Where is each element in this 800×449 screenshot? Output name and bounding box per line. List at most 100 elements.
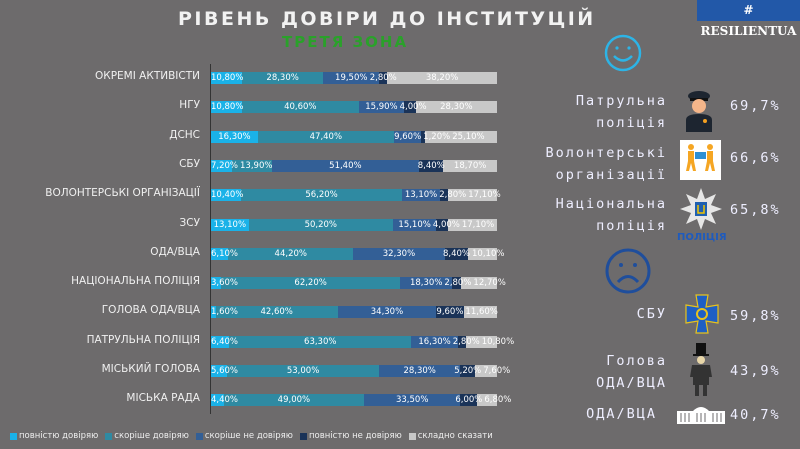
resilientua-badge: # RESILIENTUA — [697, 0, 800, 38]
data-label: 7,60% — [483, 366, 511, 376]
category-label: НГУ — [179, 99, 200, 112]
data-label: 1,20% — [423, 131, 451, 142]
trusted-value: 66,6% — [730, 150, 781, 166]
data-label: 4,40% — [211, 395, 239, 406]
stacked-bar: 10,80% 40,60% 15,90% 4,00% 28,30% — [211, 101, 497, 114]
chart-row: ЗСУ 13,10% 50,20% 15,10% 4,00% 17,10% — [0, 216, 540, 232]
government-building-icon — [677, 407, 725, 424]
bar-segment — [227, 365, 380, 377]
item-label: поліція — [596, 218, 667, 234]
bar-segment — [392, 218, 437, 231]
bar-segment — [211, 277, 222, 290]
item-label: ОДА/ВЦА — [586, 406, 657, 422]
bar-segment — [211, 365, 228, 377]
sbu-emblem-icon — [685, 294, 719, 334]
bar-segment — [323, 72, 380, 84]
category-label: ЗСУ — [179, 216, 200, 229]
bar-segment — [248, 218, 393, 231]
bar-segment — [337, 306, 437, 319]
data-label: 1,60% — [211, 307, 239, 318]
data-label: 51,40% — [329, 160, 362, 171]
distrusted-item-oda: ОДА/ВЦА — [537, 403, 657, 425]
data-label: 49,00% — [277, 395, 311, 406]
bar-segment — [364, 394, 461, 407]
data-label: 19,50% — [335, 73, 368, 83]
bar-segment — [465, 335, 497, 348]
official-man-icon — [690, 343, 712, 396]
trusted-item-volunteers: Волонтерські організації — [537, 142, 667, 186]
data-label: 53,00% — [286, 366, 320, 376]
data-label: 38,20% — [425, 73, 459, 83]
stacked-bar: 1,60% 42,60% 34,30% 9,60% 11,60% — [211, 306, 498, 319]
legend-label: скоріше не довіряю — [204, 431, 293, 441]
bar-segment — [257, 130, 394, 143]
bar-segment — [444, 247, 469, 260]
data-label: 62,20% — [294, 278, 327, 289]
chart-legend: повністю довіряю скоріше довіряю скоріше н… — [10, 431, 493, 441]
legend-label: складно сказати — [417, 431, 493, 441]
data-label: 4,00% — [399, 102, 427, 113]
bar-segment — [211, 306, 216, 319]
item-label: ОДА/ВЦА — [596, 375, 667, 391]
bar-segment — [421, 130, 425, 143]
page-title: РІВЕНЬ ДОВІРИ ДО ІНСТИТУЦІЙ — [178, 8, 596, 30]
bar-segment — [477, 394, 497, 407]
bar-segment — [436, 306, 464, 319]
category-label: ПАТРУЛЬНА ПОЛІЦІЯ — [86, 333, 200, 346]
data-label: 28,30% — [266, 73, 299, 83]
bar-segment — [240, 189, 403, 202]
data-label: 40,60% — [284, 102, 317, 113]
data-label: 56,20% — [305, 190, 338, 201]
bar-segment — [460, 365, 476, 377]
data-label: 13,10% — [213, 219, 247, 230]
trusted-value: 65,8% — [730, 202, 781, 218]
bar-segment — [211, 335, 230, 348]
bar-segment — [221, 277, 400, 290]
data-label: 7,20% — [211, 160, 239, 171]
bar-segment — [215, 306, 338, 319]
bar-segment — [393, 130, 422, 143]
bar-segment — [358, 101, 405, 114]
item-label: СБУ — [636, 306, 667, 322]
item-label: поліція — [596, 115, 667, 131]
bar-segment — [411, 335, 458, 348]
data-label: 44,20% — [274, 248, 307, 259]
bar-segment — [443, 159, 497, 172]
data-label: 12,70% — [473, 278, 506, 289]
bar-segment — [211, 394, 224, 407]
category-label: ГОЛОВА ОДА/ВЦА — [101, 304, 200, 317]
bar-segment — [457, 335, 466, 348]
category-label: НАЦІОНАЛЬНА ПОЛІЦІЯ — [71, 275, 200, 288]
bar-segment — [404, 101, 416, 114]
legend-swatch — [195, 432, 203, 440]
bar-segment — [228, 247, 354, 260]
bar-segment — [452, 277, 461, 290]
legend-label: повністю довіряю — [19, 431, 99, 441]
bar-segment — [242, 101, 359, 114]
bar-segment — [460, 277, 497, 290]
bar-segment — [211, 130, 258, 143]
data-label: 13,90% — [240, 160, 273, 171]
stacked-bar: 16,30% 47,40% 9,60% 1,20% 25,10% — [211, 130, 497, 143]
police-emblem-caption: ПОЛІЦІЯ — [677, 232, 727, 243]
bar-segment — [447, 218, 497, 231]
bar-segment — [419, 159, 444, 172]
chart-row: СБУ 7,20% 13,90% 51,40% 8,40% 18,70% — [0, 157, 540, 173]
data-label: 2,80% — [452, 336, 480, 347]
volunteers-icon — [680, 140, 721, 180]
distrusted-value: 59,8% — [730, 308, 781, 324]
stacked-bar: 10,80% 28,30% 19,50% 2,80% 38,20% — [211, 72, 497, 84]
bar-segment — [231, 159, 272, 172]
chart-row: ДСНС 16,30% 47,40% 9,60% 1,20% 25,10% — [0, 129, 540, 144]
data-label: 17,10% — [468, 190, 501, 201]
trusted-item-national-police: Національна поліція — [537, 193, 667, 237]
chart-row: МІСЬКА РАДА 4,40% 49,00% 33,50% 6,00% 6,80% — [0, 392, 540, 407]
category-label: СБУ — [179, 157, 200, 170]
bar-segment — [439, 189, 448, 202]
data-label: 6,00% — [455, 395, 483, 406]
bar-segment — [402, 189, 440, 202]
chart-row: НГУ 10,80% 40,60% 15,90% 4,00% 28,30% — [0, 99, 540, 114]
stacked-bar: 6,10% 44,20% 32,30% 8,40% 10,10% — [211, 247, 504, 260]
data-label: 8,40% — [417, 160, 445, 171]
legend-item: складно сказати — [408, 431, 493, 441]
